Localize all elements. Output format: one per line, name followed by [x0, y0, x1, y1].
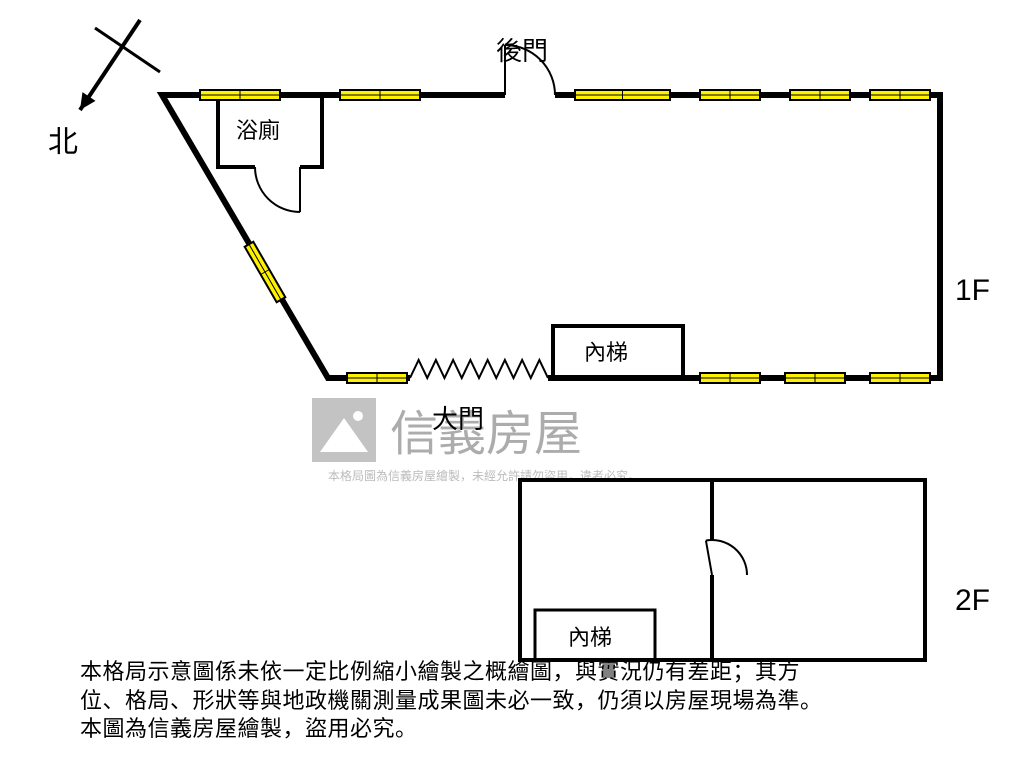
disclaimer-line1: 本格局示意圖係未依一定比例縮小繪製之概繪圖，與實況仍有差距；其方 — [80, 659, 800, 684]
disclaimer-line3: 本圖為信義房屋繪製，盜用必究。 — [80, 716, 418, 741]
window — [870, 90, 930, 100]
f1-bathroom-label: 浴廁 — [236, 118, 280, 143]
f1-backdoor-label: 後門 — [496, 36, 548, 66]
window — [575, 90, 670, 100]
f1-stair-label: 內梯 — [584, 340, 628, 365]
f1-floor-label: 1F — [955, 274, 990, 307]
compass-cross — [95, 28, 160, 72]
compass-shaft — [80, 20, 140, 110]
window — [245, 242, 286, 302]
window — [700, 90, 760, 100]
window — [347, 373, 407, 383]
door-leaf — [706, 541, 712, 575]
compass-label: 北 — [48, 126, 78, 159]
watermark-logo-dot — [353, 411, 363, 421]
window — [340, 90, 420, 100]
f2-stair-label: 內梯 — [568, 625, 612, 650]
door-arc — [255, 167, 300, 212]
f1-frontdoor-label: 大門 — [432, 404, 484, 434]
window — [700, 373, 760, 383]
dynamic-layer: 北 浴廁內梯 後門大門 1F 內梯 2F — [48, 20, 990, 660]
f2-floor-label: 2F — [955, 584, 990, 617]
disclaimer-block: 本格局示意圖係未依一定比例縮小繪製之概繪圖，與實況仍有差距；其方 位、格局、形狀… — [80, 658, 950, 744]
window — [870, 373, 930, 383]
window — [785, 373, 845, 383]
window — [790, 90, 850, 100]
floorplan-canvas: 信義房屋 本格局圖為信義房屋繪製，未經允許請勿盜用，違者必究。 北浴廁內梯後門大… — [0, 0, 1024, 768]
watermark-text: 信義房屋 — [390, 408, 582, 461]
window — [200, 90, 280, 100]
disclaimer-line2: 位、格局、形狀等與地政機關測量成果圖未必一致，仍須以房屋現場為準。 — [80, 688, 823, 713]
